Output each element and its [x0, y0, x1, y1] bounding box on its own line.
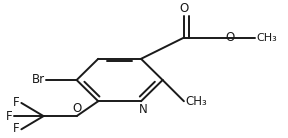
Text: O: O: [72, 102, 81, 115]
Text: O: O: [179, 2, 189, 15]
Text: CH₃: CH₃: [256, 33, 277, 43]
Text: F: F: [13, 122, 20, 135]
Text: N: N: [139, 103, 148, 116]
Text: O: O: [225, 30, 234, 44]
Text: F: F: [6, 110, 12, 123]
Text: CH₃: CH₃: [185, 95, 207, 108]
Text: F: F: [13, 96, 20, 109]
Text: Br: Br: [32, 73, 45, 86]
